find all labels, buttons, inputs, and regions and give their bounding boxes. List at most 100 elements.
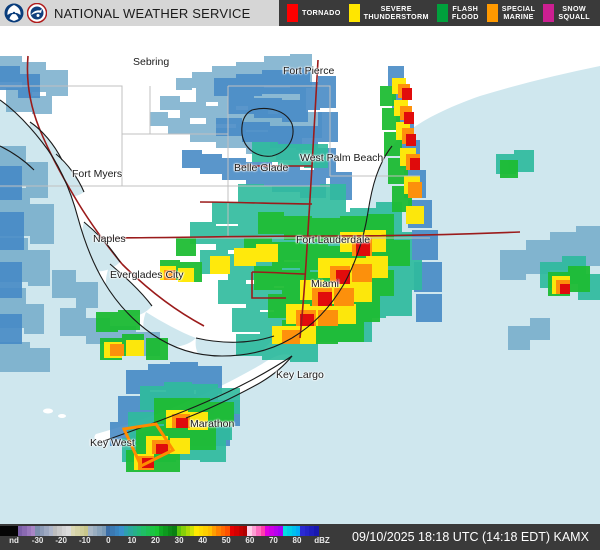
scale-color-cell	[229, 526, 235, 536]
scale-color-cell	[291, 526, 297, 536]
alert-legend: TORNADO SEVERE THUNDERSTORM FLASH FLOOD SPE…	[279, 0, 600, 26]
scale-color-cell	[26, 526, 32, 536]
special-marine-warning-polygon	[121, 422, 176, 469]
scale-color-cell	[114, 526, 120, 536]
scale-color-cell	[304, 526, 310, 536]
county-borders-layer	[0, 85, 430, 239]
scale-color-cell	[150, 526, 156, 536]
alert-color-swatch	[486, 4, 498, 22]
alert-legend-label: SEVERE THUNDERSTORM	[363, 3, 429, 21]
scale-color-cell	[251, 526, 257, 536]
scale-tick-label: 60	[245, 536, 255, 545]
nws-seal-icon	[27, 3, 47, 23]
scale-color-cell	[154, 526, 160, 536]
scale-color-cell	[145, 526, 151, 536]
radar-map[interactable]: Sebring Fort Pierce West Palm Beach Belle G…	[0, 26, 600, 524]
scale-color-cell	[136, 526, 142, 536]
alert-color-swatch	[348, 4, 360, 22]
scale-color-cell	[203, 526, 209, 536]
scale-color-cell	[97, 526, 103, 536]
scale-tick-label: 0	[106, 536, 111, 545]
scale-color-cell	[313, 526, 319, 536]
scale-color-cell	[300, 526, 306, 536]
scale-color-cell	[247, 526, 253, 536]
scale-color-cell	[101, 526, 107, 536]
noaa-logo-icon	[4, 3, 24, 23]
scale-color-cell	[88, 526, 94, 536]
scale-color-cell	[185, 526, 191, 536]
highways-layer	[26, 55, 521, 339]
reflectivity-scale-ticks: nd -30 -20 -10 0 10 20 30 40 50 60 70 80 dBZ	[0, 536, 340, 550]
alert-legend-item[interactable]: SPECIAL MARINE	[486, 0, 536, 26]
scale-color-cell	[282, 526, 288, 536]
app-footer: nd -30 -20 -10 0 10 20 30 40 50 60 70 80 dBZ 09/10/20…	[0, 524, 600, 550]
scale-color-cell	[269, 526, 275, 536]
alert-color-swatch	[436, 4, 448, 22]
scale-color-cell	[35, 526, 41, 536]
scale-color-cell	[189, 526, 195, 536]
scale-color-cell	[176, 526, 182, 536]
scale-color-cell	[8, 526, 14, 536]
scale-tick-label: -20	[55, 536, 67, 545]
scale-color-cell	[70, 526, 76, 536]
scale-tick-label: -30	[31, 536, 44, 545]
scale-color-cell	[234, 526, 240, 536]
scale-color-cell	[39, 526, 45, 536]
scale-color-cell	[13, 526, 19, 536]
alert-legend-item[interactable]: TORNADO	[287, 0, 341, 26]
scale-color-cell	[128, 526, 134, 536]
scale-color-cell	[194, 526, 200, 536]
coastline-layer	[0, 99, 393, 442]
scale-color-cell	[198, 526, 204, 536]
scale-color-cell	[309, 526, 315, 536]
scale-color-cell	[163, 526, 169, 536]
scale-color-cell	[79, 526, 85, 536]
alert-legend-label: FLASH FLOOD	[451, 3, 479, 21]
scale-color-cell	[159, 526, 165, 536]
scale-color-cell	[207, 526, 213, 536]
scale-color-cell	[123, 526, 129, 536]
scale-color-cell	[83, 526, 89, 536]
app-title: NATIONAL WEATHER SERVICE	[54, 5, 251, 21]
scale-color-cell	[287, 526, 293, 536]
scale-color-cell	[30, 526, 36, 536]
scale-tick-label: 50	[221, 536, 231, 545]
scale-color-cell	[48, 526, 54, 536]
scale-color-cell	[22, 526, 28, 536]
scale-tick-label: nd	[9, 536, 19, 545]
scale-tick-label: -10	[78, 536, 91, 545]
app-header: NATIONAL WEATHER SERVICE TORNADO SEVERE T…	[0, 0, 600, 26]
scale-color-cell	[295, 526, 301, 536]
scale-color-cell	[119, 526, 125, 536]
scale-color-cell	[167, 526, 173, 536]
scale-color-cell	[17, 526, 23, 536]
scale-color-cell	[216, 526, 222, 536]
alert-legend-item[interactable]: FLASH FLOOD	[436, 0, 479, 26]
scale-color-cell	[181, 526, 187, 536]
alert-color-swatch	[543, 4, 555, 22]
alert-legend-item[interactable]: SNOW SQUALL	[543, 0, 590, 26]
scale-color-cell	[260, 526, 266, 536]
reflectivity-color-bar	[0, 526, 319, 536]
scale-tick-label: 20	[151, 536, 160, 545]
scale-color-cell	[132, 526, 138, 536]
scale-color-cell	[66, 526, 72, 536]
scale-color-cell	[106, 526, 112, 536]
scale-color-cell	[92, 526, 98, 536]
scale-tick-label: 80	[292, 536, 302, 545]
alert-legend-item[interactable]: SEVERE THUNDERSTORM	[348, 0, 429, 26]
scale-color-cell	[278, 526, 284, 536]
scale-color-cell	[44, 526, 50, 536]
radar-returns-layer	[0, 54, 600, 472]
scale-color-cell	[172, 526, 178, 536]
alert-legend-label: SNOW SQUALL	[558, 3, 590, 21]
alert-color-swatch	[287, 4, 298, 22]
scale-color-cell	[212, 526, 218, 536]
scale-color-cell	[61, 526, 67, 536]
scale-color-cell	[273, 526, 279, 536]
reflectivity-scale: nd -30 -20 -10 0 10 20 30 40 50 60 70 80 dBZ	[0, 524, 340, 550]
scale-color-cell	[53, 526, 59, 536]
scale-color-cell	[265, 526, 271, 536]
scale-color-cell	[57, 526, 63, 536]
